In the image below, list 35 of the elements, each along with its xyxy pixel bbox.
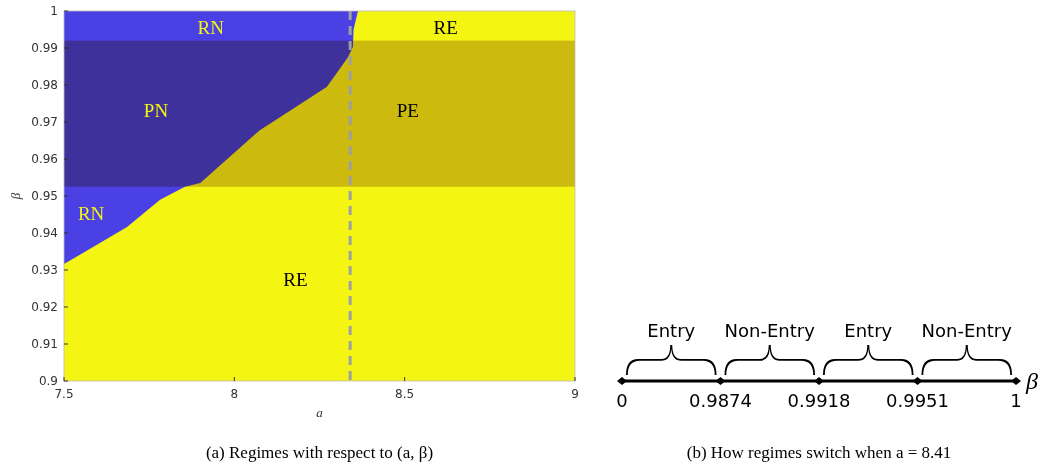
x-tick-label: 9: [571, 387, 579, 401]
annotation: RN: [77, 202, 105, 224]
text: (a) Regimes with respect to (a, β): [205, 443, 434, 462]
y-tick-label: 0.97: [31, 115, 58, 129]
category-label: Non-Entry: [724, 320, 816, 341]
x-tick-label: 8.5: [395, 387, 415, 401]
annotation: PN: [143, 99, 169, 121]
text: β: [1025, 368, 1038, 394]
text: (b) How regimes switch when a = 8.41: [686, 443, 952, 462]
y-tick-label: 0.93: [31, 263, 58, 277]
y-tick-label: 0.94: [31, 226, 58, 240]
y-tick-label: 0.96: [31, 152, 58, 166]
text: 0.9918: [787, 390, 851, 411]
category-label: Entry: [844, 320, 893, 341]
y-tick-label: 1: [50, 4, 58, 18]
annotation: RE: [283, 269, 308, 291]
category-label: Entry: [647, 320, 696, 341]
x-tick-label: 7.5: [54, 387, 74, 401]
annotation: RN: [197, 17, 225, 39]
y-tick-label: 0.98: [31, 78, 58, 92]
y-tick-label: 0.92: [31, 300, 58, 314]
y-tick-label: 0.91: [31, 337, 58, 351]
y-tick-label: 0.9: [38, 374, 58, 388]
text: 0: [616, 390, 628, 411]
x-axis-title: a: [316, 405, 324, 420]
text: 0.9874: [689, 390, 752, 411]
y-tick-label: 0.95: [31, 189, 58, 203]
y-axis-title: β: [8, 192, 23, 201]
x-tick-label: 8: [230, 387, 239, 401]
annotation: PE: [396, 99, 419, 121]
category-label: Non-Entry: [921, 320, 1013, 341]
y-tick-label: 0.99: [31, 41, 58, 55]
annotation: RE: [433, 17, 458, 39]
text: 1: [1010, 390, 1022, 411]
text: 0.9951: [886, 390, 949, 411]
